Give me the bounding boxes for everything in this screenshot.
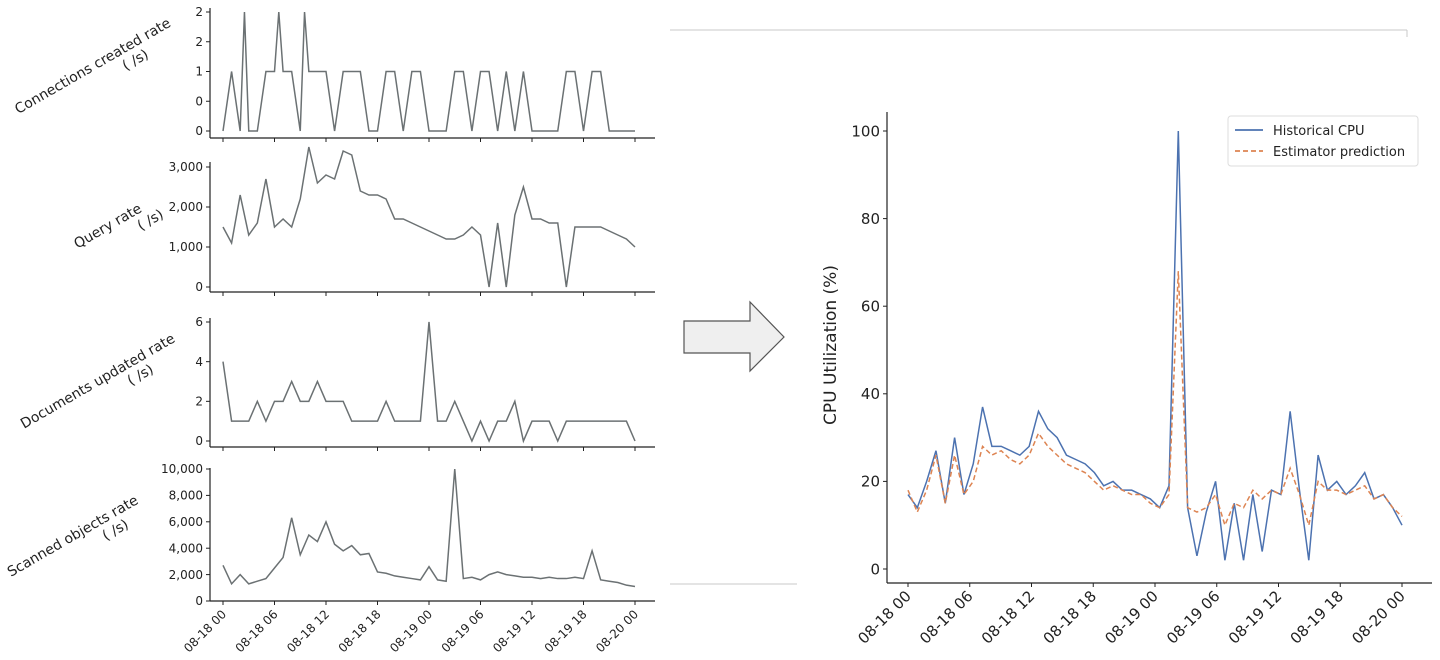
y-axis-label: Query rate( /s)	[71, 193, 166, 266]
x-tick-label: 08-19 06	[1163, 587, 1223, 647]
y-axis-label: Documents updated rate( /s)	[18, 331, 186, 446]
series-line-metric	[222, 146, 636, 288]
x-tick-label: 08-18 18	[336, 607, 384, 655]
y-tick-label: 40	[861, 385, 880, 403]
x-tick-label: 08-19 06	[439, 607, 487, 655]
x-tick-label: 08-19 12	[1225, 587, 1285, 647]
x-tick-label: 08-20 00	[593, 607, 641, 655]
y-tick-label: 0	[195, 434, 203, 448]
x-tick-label: 08-18 06	[916, 587, 976, 647]
y-tick-label: 3,000	[169, 160, 203, 174]
y-tick-label: 0	[195, 594, 203, 608]
chart-panel-2: 0 1,000 2,000 3,000 Query rate( /s)	[71, 146, 655, 296]
y-tick-label: 80	[861, 210, 880, 228]
x-tick-label: 08-19 18	[542, 607, 590, 655]
y-tick-label: 2	[195, 35, 203, 49]
y-tick-label: 1,000	[169, 240, 203, 254]
legend-entry: Historical CPU	[1273, 124, 1364, 139]
y-tick-label: 2	[195, 395, 203, 409]
y-axis-label: Connections created rate( /s)	[12, 15, 181, 131]
y-tick-label: 2,000	[169, 200, 203, 214]
y-tick-label: 100	[851, 122, 880, 140]
y-tick-label: 0	[195, 280, 203, 294]
legend	[1227, 115, 1419, 167]
y-axis-label: CPU Utilization (%)	[821, 265, 841, 425]
x-tick-label: 08-18 12	[978, 587, 1038, 647]
y-tick-label: 0	[870, 560, 880, 578]
series-line-metric	[222, 468, 636, 588]
x-tick-label: 08-19 00	[1101, 587, 1161, 647]
y-tick-label: 0	[195, 94, 203, 108]
y-axis-label: Scanned objects rate( /s)	[5, 493, 149, 595]
x-tick-label: 08-20 00	[1348, 587, 1408, 647]
y-tick-label: 60	[861, 297, 880, 315]
x-tick-label: 08-18 12	[284, 607, 332, 655]
x-tick-label: 08-19 18	[1287, 587, 1347, 647]
y-tick-label: 6,000	[169, 515, 203, 529]
y-tick-label: 6	[195, 315, 203, 329]
chart-panel-3: 0 2 4 6 Documents updated rate( /s)	[18, 315, 655, 451]
legend-entry: Estimator prediction	[1273, 145, 1405, 160]
series-line-metric	[222, 11, 635, 132]
x-tick-label: 08-18 00	[181, 607, 229, 655]
y-tick-label: 4,000	[169, 541, 203, 555]
series-line-estimator-prediction	[907, 271, 1403, 528]
series-line-metric	[222, 321, 636, 444]
x-tick-label: 08-18 00	[854, 587, 914, 647]
x-tick-label: 08-18 06	[233, 607, 281, 655]
series-line-historical-cpu	[907, 130, 1403, 561]
arrow-right-icon	[683, 300, 785, 373]
y-tick-label: 0	[195, 124, 203, 138]
y-tick-label: 20	[861, 473, 880, 491]
x-tick-label: 08-18 18	[1040, 587, 1100, 647]
y-tick-label: 8,000	[169, 489, 203, 503]
x-tick-label: 08-19 00	[387, 607, 435, 655]
y-tick-label: 10,000	[161, 462, 203, 476]
y-tick-label: 2	[195, 5, 203, 19]
y-tick-label: 1	[195, 65, 203, 79]
y-tick-label: 4	[195, 355, 203, 369]
chart-panel-1: 0 0 1 2 2 Connections created rate( /s)	[12, 5, 655, 142]
x-tick-label: 08-19 12	[490, 607, 538, 655]
y-tick-label: 2,000	[169, 568, 203, 582]
